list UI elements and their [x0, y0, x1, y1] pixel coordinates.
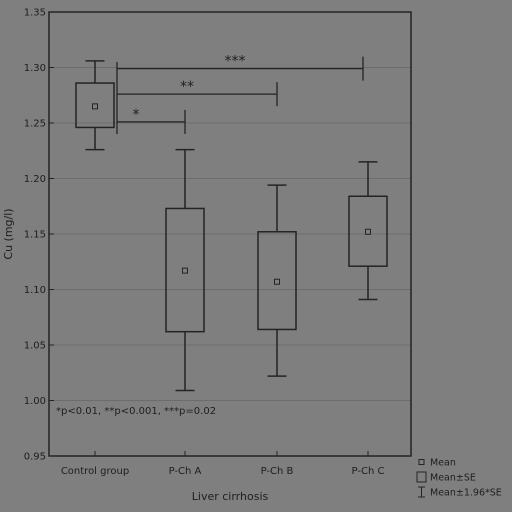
se-box: [75, 82, 115, 129]
significance-bracket: *: [117, 107, 186, 134]
legend-label: Mean±1.96*SE: [430, 488, 502, 499]
boxes-layer: [75, 60, 388, 392]
significance-bracket: **: [117, 79, 278, 107]
box-group: [348, 161, 388, 301]
legend-item: Mean±SE: [416, 471, 476, 484]
mean-marker: [182, 267, 188, 274]
box-group: [165, 148, 205, 392]
y-tick-label: 1.15: [24, 230, 46, 241]
legend-item: Mean±1.96*SE: [418, 486, 502, 499]
x-tick-label: P-Ch B: [261, 466, 294, 477]
se-box: [257, 231, 297, 331]
x-axis: Control group P-Ch A P-Ch B P-Ch C: [61, 451, 385, 477]
se-box: [348, 195, 388, 267]
y-tick-label: 1.10: [24, 285, 46, 296]
mean-marker: [274, 278, 280, 285]
legend-item: Mean: [418, 458, 456, 469]
significance-label: **: [180, 79, 194, 95]
y-tick-label: 0.95: [24, 452, 46, 463]
y-axis: 0.95 1.00 1.05 1.10 1.15 1.20 1.25 1.30 1.35: [24, 8, 54, 463]
mean-marker: [92, 103, 98, 110]
mean-marker: [365, 228, 371, 235]
x-axis-label: Liver cirrhosis: [192, 490, 269, 503]
legend-mean-symbol: [418, 459, 425, 465]
significance-label: *: [133, 107, 140, 123]
legend-box-symbol: [416, 471, 427, 483]
y-tick-label: 1.25: [24, 119, 46, 130]
legend-label: Mean: [430, 458, 456, 469]
significance-label: ***: [225, 54, 246, 70]
significance-layer: ******: [116, 54, 364, 135]
box-group: [257, 184, 297, 377]
x-tick-label: P-Ch C: [352, 466, 385, 477]
legend: Mean Mean±SE Mean±1.96*SE: [416, 458, 502, 499]
x-tick-label: P-Ch A: [169, 466, 202, 477]
significance-bracket: ***: [117, 54, 364, 81]
x-tick-label: Control group: [61, 466, 129, 477]
y-tick-label: 1.35: [24, 8, 46, 19]
grid-layer: [49, 67, 411, 401]
p-value-annotation: *p<0.01, **p<0.001, ***p=0.02: [56, 406, 216, 417]
y-axis-label: Cu (mg/l): [2, 208, 15, 259]
y-tick-label: 1.00: [24, 396, 46, 407]
se-box: [165, 207, 205, 333]
y-tick-label: 1.05: [24, 341, 46, 352]
box-group: [75, 60, 115, 151]
legend-label: Mean±SE: [430, 473, 476, 484]
y-tick-label: 1.30: [24, 63, 46, 74]
y-tick-label: 1.20: [24, 174, 46, 185]
